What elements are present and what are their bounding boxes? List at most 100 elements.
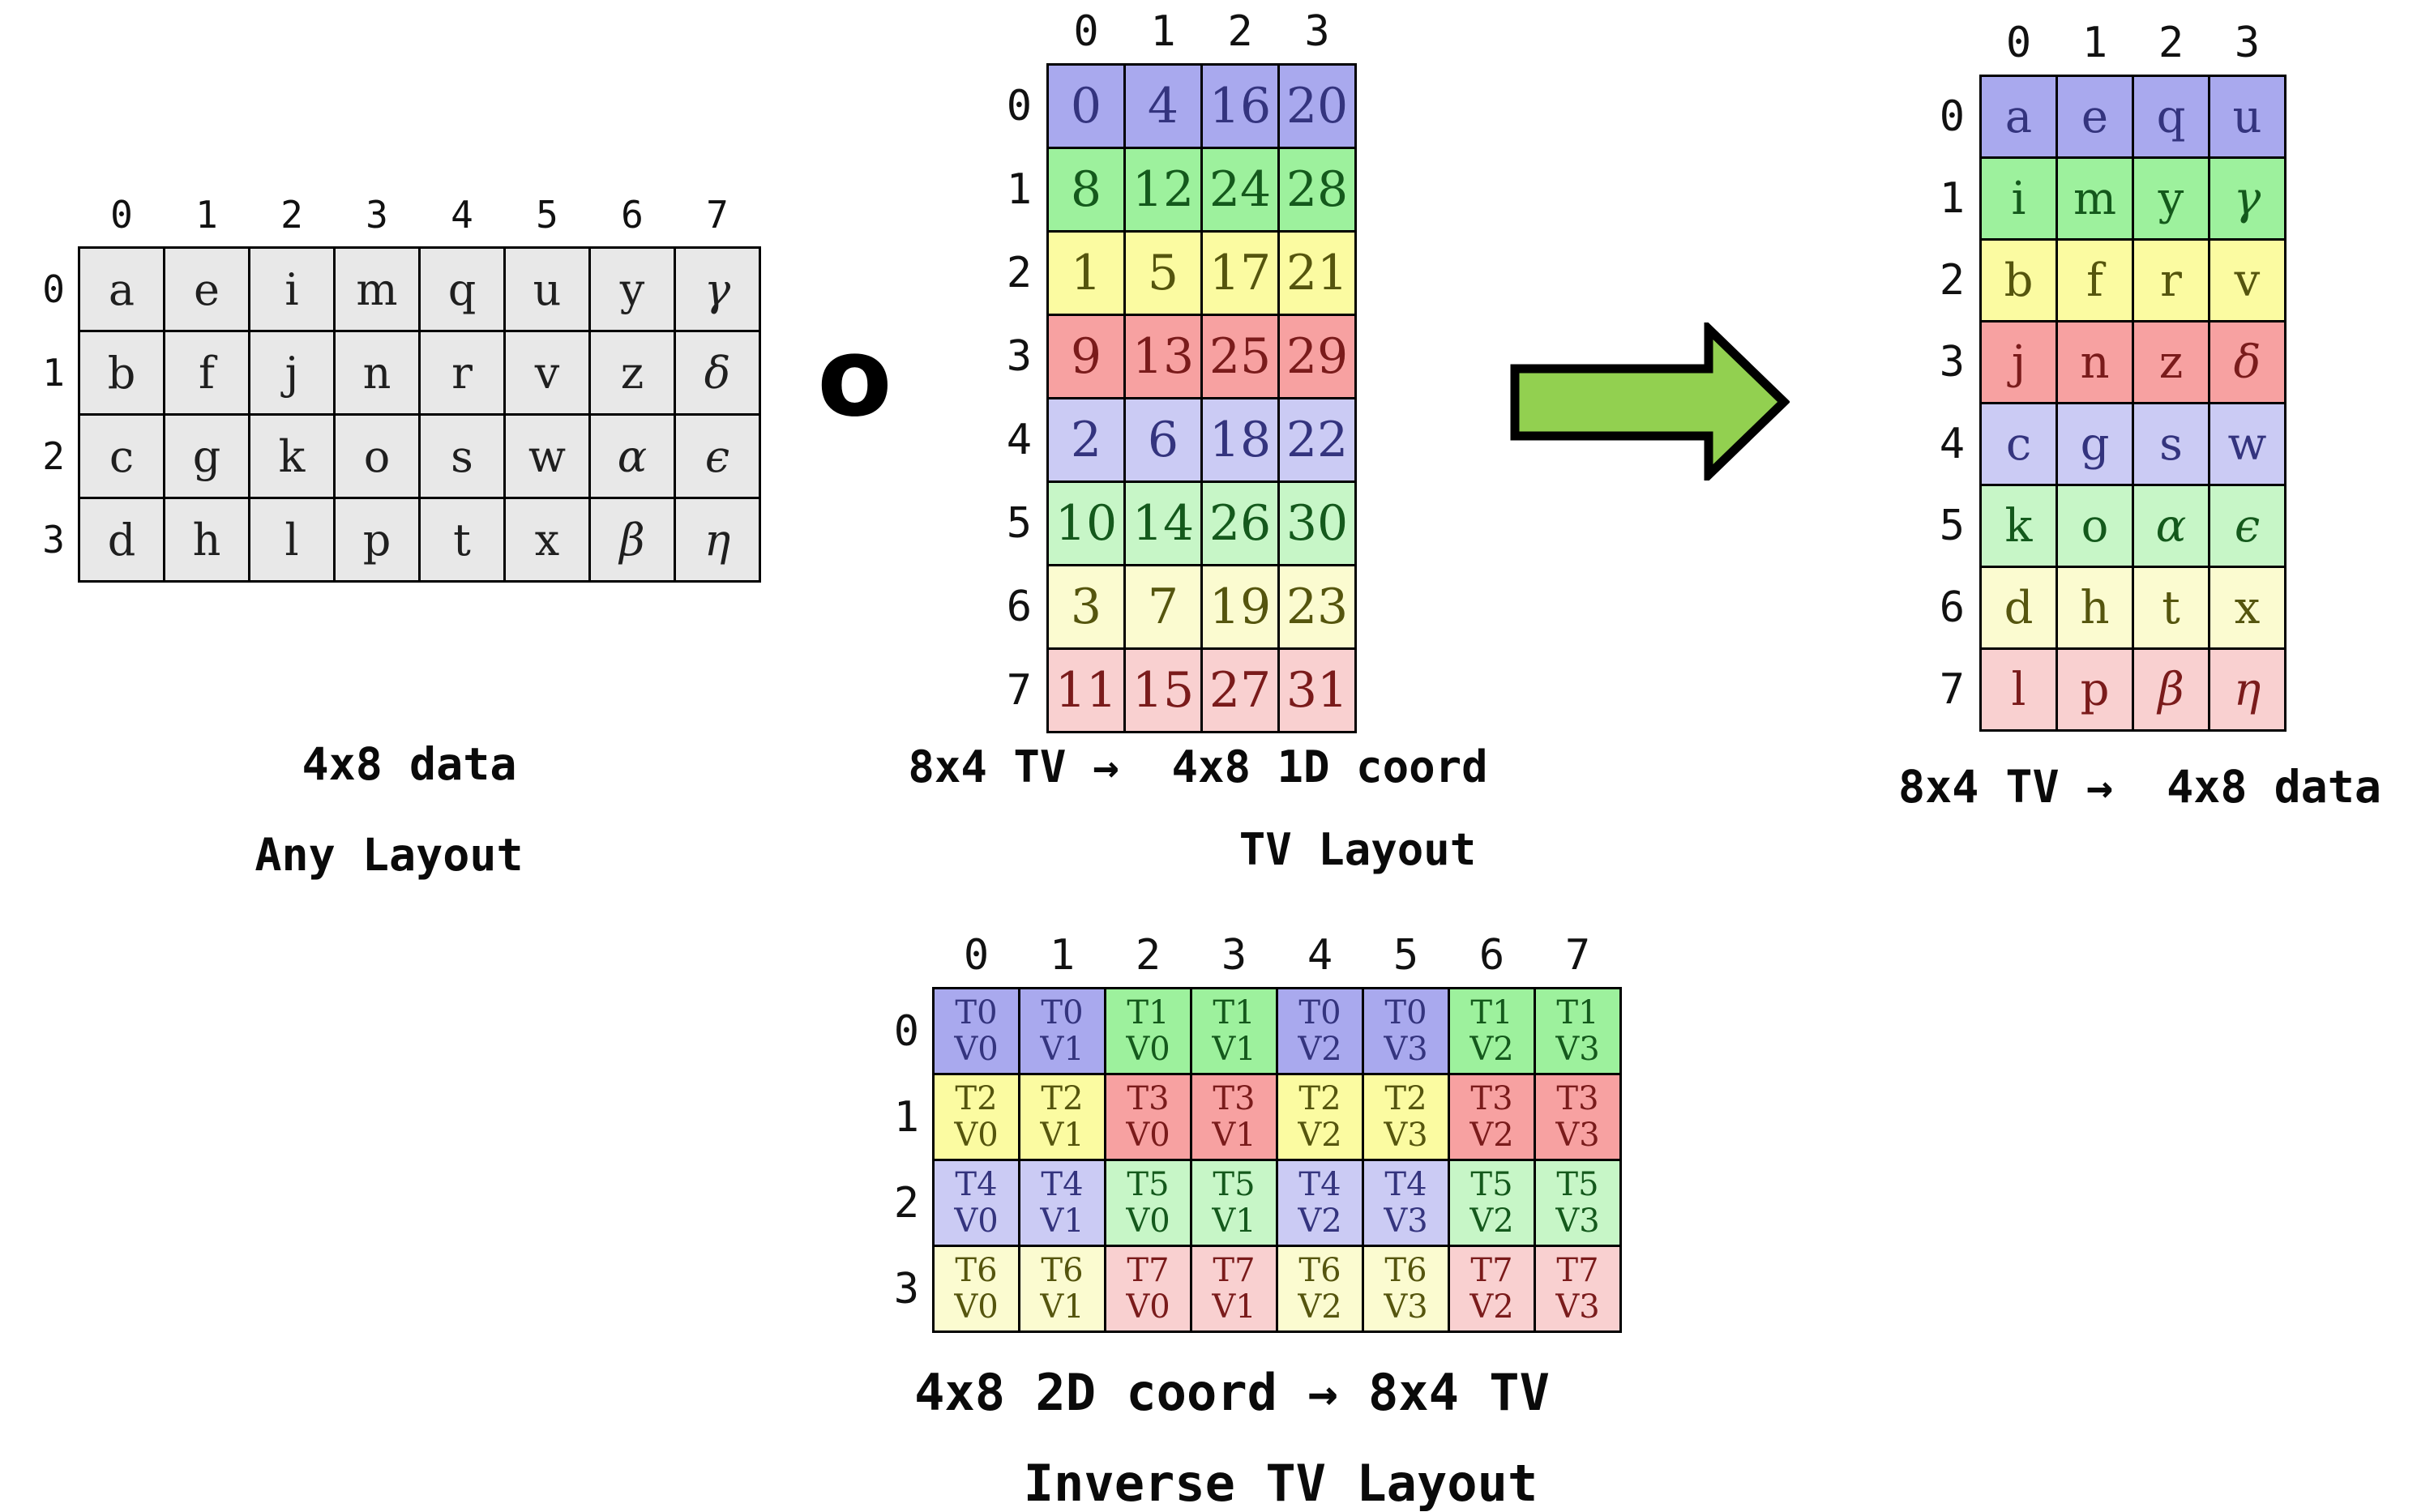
table-cell: β [2132, 647, 2210, 732]
table-cell: T0 V0 [932, 987, 1020, 1075]
col-header: 2 [1201, 5, 1279, 65]
table-cell: d [78, 497, 165, 583]
inverse-tv-table: 0 1 2 3 4 5 6 7 0 T0 V0 T0 V1 T1 V0 T1 V… [877, 929, 1622, 1333]
table-cell: ϵ [2208, 484, 2287, 568]
col-header: 2 [2133, 16, 2210, 76]
table-cell: x [2208, 566, 2287, 650]
col-header: 3 [1278, 5, 1356, 65]
table-cell: a [1979, 75, 2058, 159]
table-cell: 29 [1277, 314, 1357, 399]
table-cell: 12 [1123, 147, 1203, 233]
col-header: 0 [1980, 16, 2057, 76]
table-cell: q [418, 246, 506, 332]
table-cell: 0 [1046, 63, 1126, 149]
table-cell: l [1979, 647, 2058, 732]
table-cell: j [248, 330, 336, 416]
table-cell: 2 [1046, 397, 1126, 483]
row-header: 4 [1919, 403, 1981, 485]
table-cell: T2 V0 [932, 1073, 1020, 1161]
col-header: 2 [1105, 929, 1191, 989]
table-cell: p [333, 497, 421, 583]
table-cell: e [2056, 75, 2134, 159]
row-header: 4 [985, 398, 1048, 482]
table-cell: x [503, 497, 591, 583]
table-cell: 25 [1200, 314, 1280, 399]
col-header: 7 [674, 188, 760, 248]
row-header: 0 [877, 988, 934, 1074]
caption-tv-layout-line2: TV Layout [1238, 824, 1477, 875]
table-cell: T3 V0 [1104, 1073, 1192, 1161]
corner-spacer [985, 5, 1048, 65]
table-cell: T3 V3 [1534, 1073, 1622, 1161]
col-header: 0 [79, 188, 165, 248]
table-cell: 28 [1277, 147, 1357, 233]
table-cell: r [418, 330, 506, 416]
row-header: 3 [15, 498, 79, 582]
table-cell: η [2208, 647, 2287, 732]
table-cell: α [2132, 484, 2210, 568]
table-cell: T5 V0 [1104, 1159, 1192, 1247]
table-cell: T1 V1 [1190, 987, 1278, 1075]
table-cell: T5 V1 [1190, 1159, 1278, 1247]
table-cell: z [588, 330, 676, 416]
row-header: 2 [1919, 239, 1981, 322]
row-header: 6 [1919, 566, 1981, 649]
table-cell: 6 [1123, 397, 1203, 483]
table-cell: o [333, 413, 421, 499]
row-header: 1 [985, 147, 1048, 232]
table-cell: 3 [1046, 564, 1126, 650]
col-header: 1 [164, 188, 250, 248]
table-cell: 17 [1200, 230, 1280, 316]
table-cell: ϵ [674, 413, 761, 499]
col-header: 4 [1277, 929, 1363, 989]
col-header: 3 [334, 188, 420, 248]
table-cell: 24 [1200, 147, 1280, 233]
table-cell: 5 [1123, 230, 1203, 316]
table-cell: t [2132, 566, 2210, 650]
row-header: 3 [1919, 321, 1981, 404]
col-header: 2 [249, 188, 335, 248]
corner-spacer [1919, 16, 1981, 76]
caption-inverse-tv-line2: Inverse TV Layout [1023, 1454, 1538, 1512]
table-cell: n [333, 330, 421, 416]
table-cell: T5 V2 [1448, 1159, 1536, 1247]
col-header: 3 [1191, 929, 1277, 989]
table-cell: 10 [1046, 481, 1126, 566]
table-cell: T3 V2 [1448, 1073, 1536, 1161]
table-cell: T0 V2 [1276, 987, 1364, 1075]
row-header: 0 [985, 64, 1048, 148]
col-header: 4 [419, 188, 505, 248]
row-header: 2 [15, 414, 79, 498]
table-cell: 31 [1277, 647, 1357, 733]
row-header: 5 [985, 481, 1048, 566]
table-cell: i [248, 246, 336, 332]
caption-any-layout-line1: 4x8 data [302, 738, 517, 790]
col-header: 5 [504, 188, 590, 248]
table-cell: w [2208, 402, 2287, 486]
result-table: 0 1 2 3 0 a e q u 1 i m y γ 2 b f r v 3 [1919, 16, 2287, 732]
col-header: 7 [1534, 929, 1621, 989]
table-cell: T6 V3 [1362, 1245, 1450, 1333]
row-header: 1 [877, 1074, 934, 1160]
table-cell: h [2056, 566, 2134, 650]
table-cell: f [2056, 238, 2134, 322]
caption-tv-layout-line1: 8x4 TV → 4x8 1D coord [908, 741, 1488, 792]
table-cell: k [248, 413, 336, 499]
table-cell: e [163, 246, 250, 332]
table-cell: m [333, 246, 421, 332]
table-cell: 4 [1123, 63, 1203, 149]
table-cell: T1 V0 [1104, 987, 1192, 1075]
table-cell: T6 V0 [932, 1245, 1020, 1333]
col-header: 6 [1448, 929, 1535, 989]
table-cell: 14 [1123, 481, 1203, 566]
row-header: 1 [15, 331, 79, 415]
table-cell: d [1979, 566, 2058, 650]
table-cell: γ [2208, 156, 2287, 241]
table-cell: T2 V1 [1018, 1073, 1106, 1161]
table-cell: T5 V3 [1534, 1159, 1622, 1247]
table-cell: s [2132, 402, 2210, 486]
table-cell: δ [674, 330, 761, 416]
col-header: 0 [933, 929, 1020, 989]
transform-arrow-icon [1510, 318, 1790, 485]
table-cell: T7 V0 [1104, 1245, 1192, 1333]
